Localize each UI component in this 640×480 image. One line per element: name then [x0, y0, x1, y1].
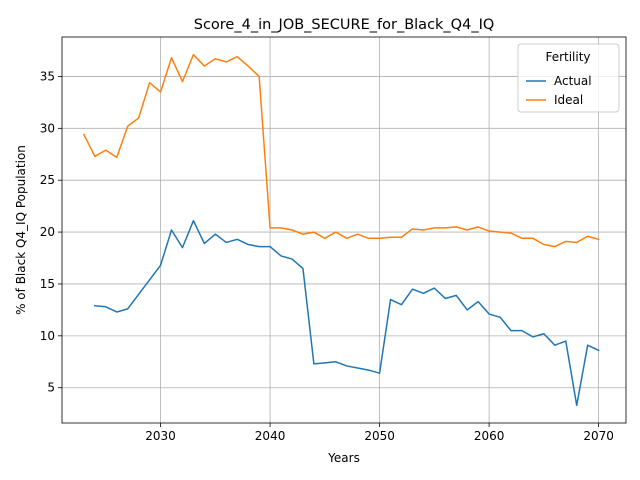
axis-ticks: 2030 2040 2050 2060 2070 5 10 15 20 25 30 35 — [40, 69, 614, 443]
y-tick-label: 20 — [40, 225, 55, 239]
plot-frame — [61, 36, 627, 424]
series-line-ideal — [82, 53, 600, 248]
grid — [62, 37, 626, 423]
y-tick-label: 10 — [40, 329, 55, 343]
y-tick-label: 15 — [40, 277, 55, 291]
x-tick-label: 2030 — [145, 429, 176, 443]
legend-title: Fertility — [545, 50, 590, 64]
legend-box — [517, 43, 620, 113]
legend-label-ideal: Ideal — [554, 93, 583, 107]
y-tick-label: 5 — [47, 381, 55, 395]
y-tick-label: 30 — [40, 121, 55, 135]
series-line-actual — [94, 219, 600, 407]
x-axis-label: Years — [327, 451, 360, 465]
series-lines — [82, 53, 600, 407]
y-tick-label: 25 — [40, 173, 55, 187]
legend-entries: Actual Ideal — [526, 74, 592, 107]
x-tick-label: 2060 — [474, 429, 505, 443]
chart-title: Score_4_in_JOB_SECURE_for_Black_Q4_IQ — [194, 17, 495, 33]
y-tick-label: 35 — [40, 69, 55, 83]
legend-label-actual: Actual — [554, 74, 592, 88]
x-tick-label: 2050 — [364, 429, 395, 443]
y-axis-label: % of Black Q4_IQ Population — [14, 145, 28, 315]
x-tick-label: 2070 — [583, 429, 614, 443]
x-tick-label: 2040 — [255, 429, 286, 443]
legend: Fertility Actual Ideal — [517, 43, 620, 113]
